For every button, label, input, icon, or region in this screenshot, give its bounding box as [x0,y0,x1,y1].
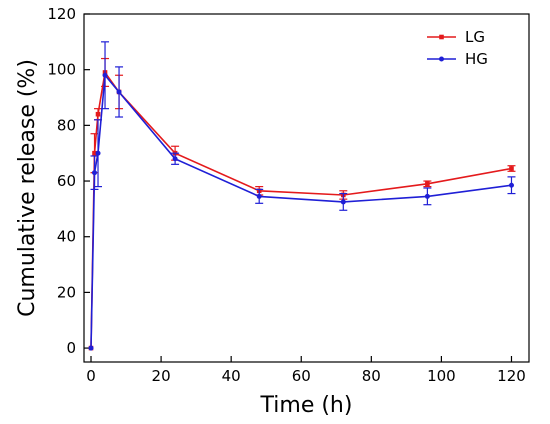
legend-marker [439,56,444,62]
y-tick-label: 120 [47,5,76,23]
y-tick-label: 80 [57,116,76,134]
data-point [425,181,430,187]
data-point [509,166,514,171]
series-lg [88,57,516,351]
series-line-lg [90,70,512,349]
data-point [256,193,262,199]
series-layer [88,41,516,351]
data-point [92,150,97,156]
x-tick-label: 100 [427,367,456,385]
plot-frame [83,13,530,363]
x-tick-label: 20 [152,367,171,385]
axes: 0 20 40 60 80 100 120 0 20 40 60 80 100 120 [47,5,530,385]
legend-marker [439,34,444,40]
y-tick-label: 60 [57,172,76,190]
y-tick-label: 40 [57,228,76,246]
legend-label: LG [465,28,485,46]
y-tick-label: 0 [66,339,76,357]
x-tick-label: 80 [362,367,381,385]
data-point [95,111,101,117]
data-point [508,182,514,188]
x-tick-label: 120 [497,367,526,385]
y-tick-label: 20 [57,283,76,301]
y-tick-label: 100 [47,61,76,79]
data-point [340,199,346,205]
data-point [116,89,122,95]
series-line-hg [90,73,512,349]
legend: LG HG [427,28,488,68]
data-point [92,170,98,176]
series-hg [88,41,516,351]
data-point [95,150,101,156]
x-axis-label: Time (h) [260,393,353,418]
x-tick-label: 40 [222,367,241,385]
x-tick-label: 60 [292,367,311,385]
data-point [102,72,108,78]
x-tick-label: 0 [86,367,96,385]
data-point [424,193,430,199]
legend-label: HG [465,50,488,68]
y-axis-label: Cumulative release (%) [15,59,40,317]
data-point [172,156,178,162]
data-point [88,345,94,351]
